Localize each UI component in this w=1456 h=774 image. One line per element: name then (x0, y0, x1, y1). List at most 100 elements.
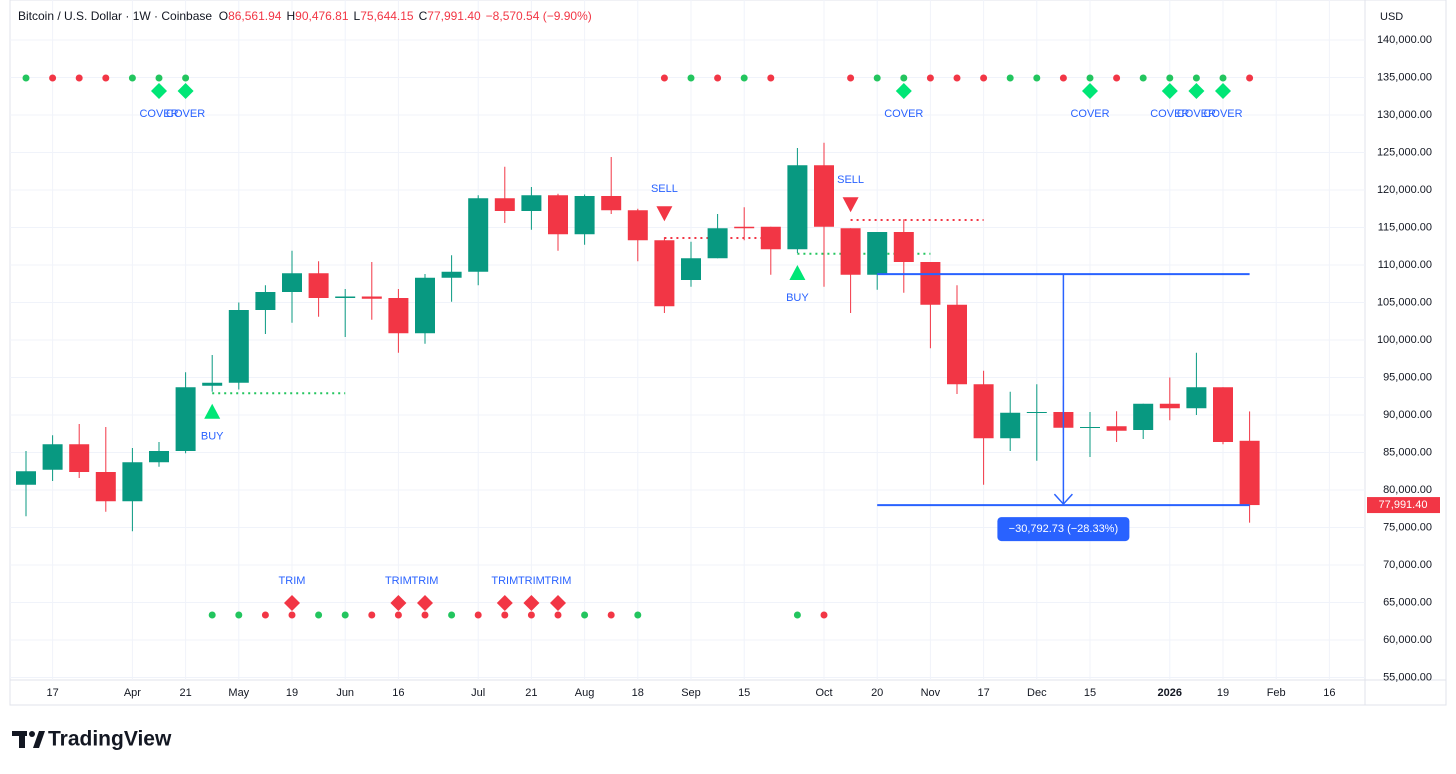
signal-dot (288, 611, 296, 619)
candle-body (867, 231, 888, 275)
candle-body (1133, 403, 1154, 431)
o-label: O (218, 9, 229, 23)
candle-body (1213, 387, 1233, 443)
signal-dot (847, 74, 855, 82)
signal-dot (501, 611, 509, 619)
signal-dot (714, 74, 722, 82)
signal-dot (155, 74, 163, 82)
signal-dot (527, 611, 535, 619)
l-label: L (353, 9, 361, 23)
y-tick-label: 105,000.00 (1377, 296, 1432, 308)
signal-dot (554, 611, 562, 619)
x-tick-label: Feb (1267, 687, 1286, 699)
x-tick-label: Apr (124, 687, 141, 699)
y-tick-label: 130,000.00 (1377, 109, 1432, 121)
x-tick-label: Jul (471, 687, 485, 699)
sell-label: SELL (651, 183, 678, 195)
signal-dot (1059, 74, 1067, 82)
cover-label: COVER (884, 108, 923, 120)
signal-dot (341, 611, 349, 619)
logo-part (19, 731, 25, 748)
candle-body (69, 444, 90, 473)
signal-dot (767, 74, 775, 82)
candle-body (16, 471, 36, 485)
y-tick-label: 95,000.00 (1383, 371, 1432, 383)
y-tick-label: 140,000.00 (1377, 34, 1432, 46)
logo (12, 731, 45, 748)
sell-marker (842, 197, 859, 213)
signal-dot (261, 611, 269, 619)
diamond-marker (390, 595, 407, 611)
x-tick-label: Sep (681, 687, 701, 699)
signal-dot (208, 611, 216, 619)
header: Bitcoin / U.S. Dollar · 1W · Coinbase O8… (18, 9, 597, 23)
signal-dot (235, 611, 243, 619)
x-tick-label: 19 (286, 687, 298, 699)
candle-body (760, 226, 781, 250)
signal-dot (128, 74, 136, 82)
candle-body (122, 462, 143, 502)
signal-dot (900, 74, 908, 82)
cover-label: COVER (1203, 108, 1242, 120)
y-tick-label: 115,000.00 (1378, 221, 1432, 233)
signal-dot (1219, 74, 1227, 82)
x-tick-label: 17 (977, 687, 989, 699)
diamond-marker (284, 595, 300, 611)
candle-body (1239, 440, 1260, 506)
x-tick-label: Nov (921, 687, 941, 699)
candle-body (548, 195, 568, 235)
signal-dot (102, 74, 110, 82)
cover-label: COVER (1177, 108, 1216, 120)
candle-body (787, 165, 808, 250)
x-tick-label: Jun (336, 687, 354, 699)
buy-label: BUY (201, 431, 224, 443)
x-tick-label: 16 (392, 687, 404, 699)
buy-marker (789, 264, 806, 280)
signal-dot (49, 74, 57, 82)
y-tick-label: 110,000.00 (1378, 259, 1432, 271)
candle-body (707, 228, 728, 259)
x-tick-label: Aug (575, 687, 595, 699)
signal-dot (1086, 74, 1094, 82)
x-tick-label: Oct (815, 687, 832, 699)
x-tick-label: 15 (738, 687, 750, 699)
x-tick-label: 20 (871, 687, 883, 699)
signal-dot (873, 74, 881, 82)
y-tick-label: 90,000.00 (1383, 409, 1432, 421)
l-value: 75,644.15 (360, 9, 414, 23)
candle-body (1186, 387, 1207, 409)
y-tick-label: 60,000.00 (1383, 634, 1432, 646)
candle-body (149, 451, 169, 463)
candle-body (1159, 403, 1180, 409)
signal-dot (22, 74, 30, 82)
signal-dot (75, 74, 83, 82)
measure-label: −30,792.73 (−28.33%) (1009, 523, 1118, 535)
signal-dot (448, 611, 456, 619)
diamond-marker (1215, 83, 1231, 99)
symbol: Bitcoin / U.S. Dollar · 1W · Coinbase (18, 9, 213, 23)
y-tick-label: 75,000.00 (1383, 521, 1432, 533)
signal-dot (953, 74, 961, 82)
candle-body (335, 296, 356, 298)
candle-body (202, 382, 223, 386)
signal-dot (660, 74, 668, 82)
y-tick-label: 65,000.00 (1383, 596, 1432, 608)
measure-box (997, 517, 1130, 542)
candle-body (947, 304, 967, 385)
cover-label: COVER (166, 108, 205, 120)
signal-dot (1192, 74, 1200, 82)
buy-marker (204, 403, 221, 419)
trim-label: TRIM (545, 575, 572, 587)
signal-dot (1246, 74, 1254, 82)
signal-dot (1006, 74, 1014, 82)
candle-body (734, 226, 755, 229)
candle-body (415, 277, 435, 334)
candle-body (361, 296, 382, 299)
y-tick-label: 135,000.00 (1377, 71, 1432, 83)
x-tick-label: 21 (179, 687, 191, 699)
x-tick-label: 17 (46, 687, 58, 699)
logo-part (33, 731, 45, 748)
candle-body (494, 198, 515, 211)
